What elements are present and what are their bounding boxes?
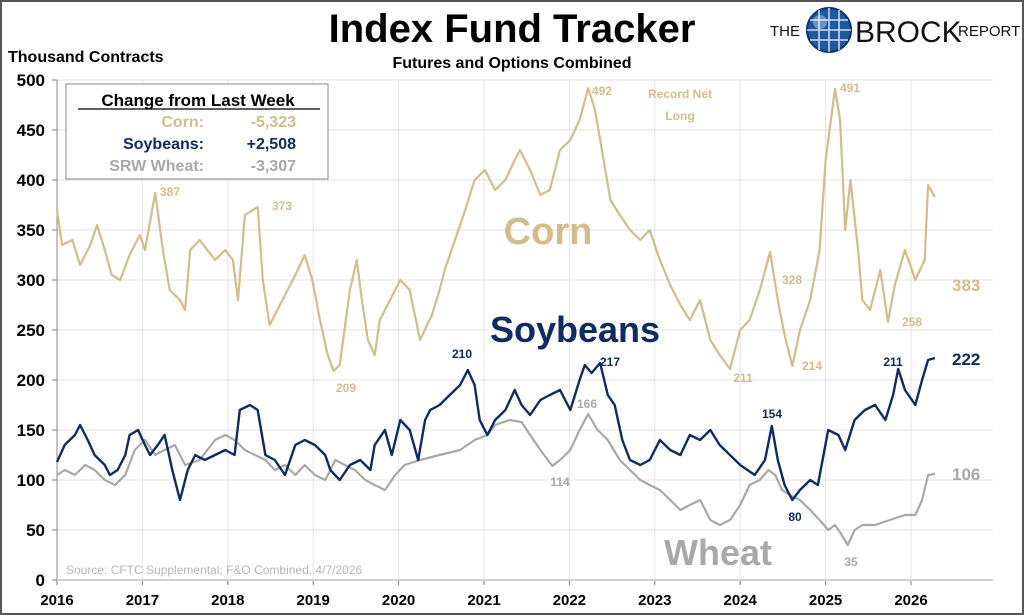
y-tick-label: 200 <box>17 371 45 390</box>
logo-the: THE <box>770 23 800 40</box>
series-label-wheat: Wheat <box>664 532 772 573</box>
annotation-label: 492 <box>592 84 612 98</box>
y-tick-label: 50 <box>26 521 45 540</box>
annotations: 387 373 209 210 492 Record Net Long 217 166 114 21… <box>160 81 922 569</box>
annotation-label: 209 <box>336 381 356 395</box>
x-tick-label: 2016 <box>40 592 73 609</box>
annotation-label: 373 <box>272 199 292 213</box>
chart-title: Index Fund Tracker <box>329 7 696 51</box>
annotation-label: 214 <box>802 359 822 373</box>
x-tick-label: 2018 <box>211 592 244 609</box>
legend-soybeans-value: +2,508 <box>247 136 296 153</box>
change-legend: Change from Last Week Corn: -5,323 Soybe… <box>65 83 329 180</box>
series-line-wheat <box>56 412 936 547</box>
legend-title: Change from Last Week <box>101 91 295 110</box>
y-tick-label: 100 <box>17 471 45 490</box>
logo-report: REPORT <box>958 23 1020 40</box>
annotation-label: 154 <box>762 407 782 421</box>
series-line-soybeans <box>55 356 936 502</box>
x-tick-label: 2025 <box>809 592 842 609</box>
annotation-label: 387 <box>160 185 180 199</box>
x-tick-label: 2022 <box>553 592 586 609</box>
series-lines <box>55 86 936 547</box>
legend-box <box>65 83 329 180</box>
x-tick-label: 2020 <box>382 592 415 609</box>
legend-soybeans-label: Soybeans: <box>123 136 204 153</box>
annotation-label: 258 <box>902 315 922 329</box>
y-tick-label: 300 <box>17 271 45 290</box>
annotation-label: 210 <box>452 347 472 361</box>
x-tick-label: 2024 <box>724 592 758 609</box>
logo-brand: BROCK <box>855 16 962 49</box>
x-tick-label: 2021 <box>467 592 500 609</box>
annotation-label: 217 <box>600 355 620 369</box>
series-label-soybeans: Soybeans <box>490 309 660 350</box>
annotation-label: Long <box>665 109 694 123</box>
annotation-label: 211 <box>883 355 903 369</box>
legend-corn-label: Corn: <box>161 114 204 131</box>
series-line-corn <box>55 86 936 373</box>
y-tick-label: 450 <box>17 121 45 140</box>
annotation-label: 114 <box>550 475 570 489</box>
legend-corn-value: -5,323 <box>251 114 296 131</box>
end-label-corn: 383 <box>952 276 980 295</box>
y-tick-label: 0 <box>36 571 45 590</box>
y-tick-label: 250 <box>17 321 45 340</box>
series-label-corn: Corn <box>504 211 593 253</box>
y-tick-label: 500 <box>17 71 45 90</box>
source-note: Source: CFTC Supplemental; F&O Combined,… <box>66 563 362 577</box>
end-label-soybeans: 222 <box>952 350 980 369</box>
globe-icon <box>806 7 852 53</box>
axes: 0 50 100 150 200 250 300 350 400 450 500 2016 2017 20… <box>17 71 993 609</box>
x-tick-label: 2026 <box>894 592 927 609</box>
annotation-label: 211 <box>733 371 753 385</box>
y-axis-label: Thousand Contracts <box>8 49 164 66</box>
annotation-label: Record Net <box>648 87 712 101</box>
annotation-label: 328 <box>782 273 802 287</box>
annotation-label: 166 <box>577 397 597 411</box>
y-tick-label: 150 <box>17 421 45 440</box>
annotation-label: 491 <box>840 81 860 95</box>
x-tick-label: 2019 <box>297 592 330 609</box>
chart-subtitle: Futures and Options Combined <box>392 55 631 72</box>
brock-report-logo: THE BROCK REPORT <box>770 7 1020 53</box>
y-tick-label: 400 <box>17 171 45 190</box>
legend-wheat-value: -3,307 <box>251 158 296 175</box>
y-tick-label: 350 <box>17 221 45 240</box>
x-tick-label: 2017 <box>126 592 159 609</box>
annotation-label: 80 <box>788 510 802 524</box>
end-label-wheat: 106 <box>952 465 980 484</box>
x-tick-label: 2023 <box>638 592 671 609</box>
annotation-label: 35 <box>844 555 858 569</box>
legend-wheat-label: SRW Wheat: <box>109 158 204 175</box>
